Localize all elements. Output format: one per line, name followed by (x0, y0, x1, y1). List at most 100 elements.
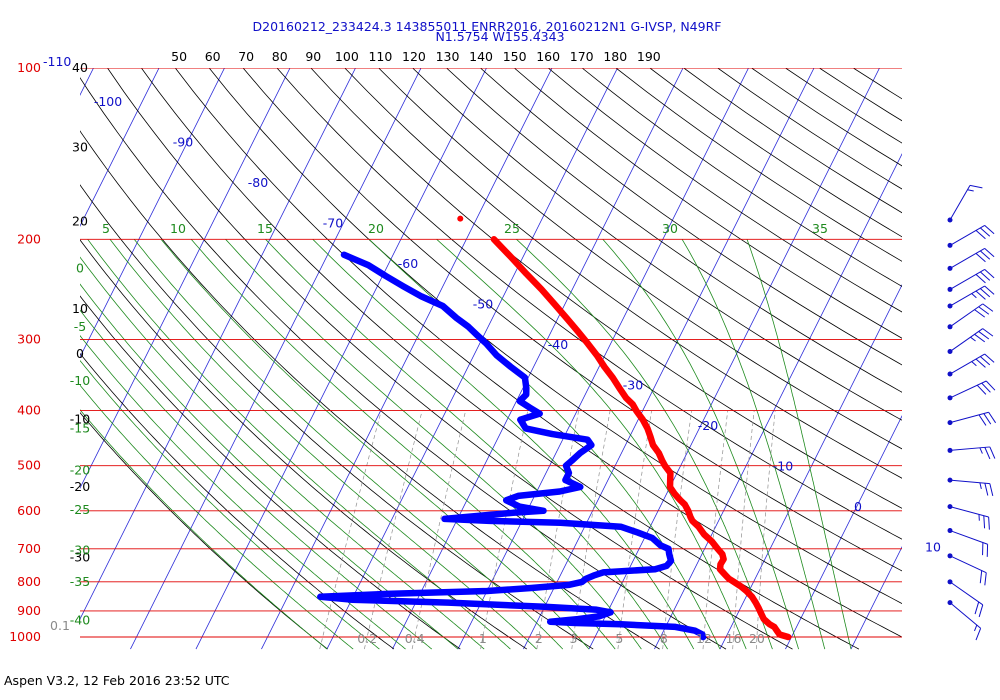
dry-adiabat-line (242, 68, 902, 572)
dry-adiabat-line (107, 68, 793, 650)
theta-e-label: -30 (70, 543, 90, 558)
dry-adiabat-line (141, 68, 860, 650)
theta-e-label: -15 (70, 420, 90, 435)
potential-temp-label: 90 (305, 49, 321, 64)
dewpoint-profile (317, 251, 707, 641)
isotherm-label: -70 (323, 216, 343, 231)
dry-adiabat-line (853, 68, 902, 100)
wind-barb (947, 528, 989, 557)
isotherm-line (654, 153, 902, 650)
height-label: 30 (72, 140, 88, 155)
isotherm-line (261, 68, 553, 650)
pressure-label: 400 (17, 403, 41, 418)
dry-adiabat-line (785, 68, 902, 144)
dry-adiabat-line (276, 68, 902, 540)
isotherm-label: 0 (854, 499, 862, 514)
isotherm-line (80, 68, 356, 620)
dry-adiabat-line (80, 239, 528, 650)
moist-adiabat-line (312, 239, 695, 650)
theta-e-label: 25 (504, 221, 520, 236)
dry-adiabat-line (480, 68, 902, 366)
wind-barb (947, 477, 994, 497)
theta-e-label: -40 (70, 612, 90, 627)
moist-adiabat-line (681, 239, 826, 650)
moist-adiabat-line (80, 283, 459, 650)
mixing-ratio-label: 12 (696, 631, 712, 646)
pressure-label: 700 (17, 541, 41, 556)
isotherm-label: 10 (925, 540, 941, 555)
theta-e-label: -5 (74, 319, 86, 334)
height-label: -30 (70, 550, 90, 565)
theta-e-label: 10 (170, 221, 186, 236)
wind-barb (947, 579, 984, 618)
mixing-ratio-label: 20 (749, 631, 765, 646)
moist-adiabat-line (80, 359, 380, 650)
wind-barb (947, 600, 982, 641)
wind-barb (947, 446, 996, 460)
height-label: 20 (72, 213, 88, 228)
mixing-ratio-label: 0.1 (50, 618, 70, 633)
moist-adiabat-line (80, 335, 406, 650)
moist-adiabat-line (80, 256, 485, 650)
wind-barb (947, 224, 995, 248)
wind-barb (947, 247, 995, 271)
theta-e-label: 5 (102, 221, 110, 236)
theta-e-label: -20 (70, 463, 90, 478)
top-isotherm-label: -110 (43, 54, 71, 69)
isotherm-line (80, 68, 94, 96)
potential-temp-label: 170 (570, 49, 594, 64)
potential-temp-label: 190 (637, 49, 661, 64)
dry-adiabat-line (378, 68, 902, 450)
theta-e-label: -35 (70, 574, 90, 589)
height-label: -10 (70, 412, 90, 427)
isotherm-line (785, 415, 902, 650)
mixing-ratio-line (536, 410, 580, 650)
height-label: 10 (72, 301, 88, 316)
dry-adiabat-line (80, 412, 328, 650)
isotherm-label: -80 (248, 175, 268, 190)
theta-e-label: -10 (70, 373, 90, 388)
wind-barb (947, 553, 987, 586)
wind-barb (947, 285, 995, 309)
potential-temp-label: 140 (469, 49, 493, 64)
mixing-ratio-label: 1 (479, 631, 487, 646)
isotherm-line (719, 284, 902, 650)
moist-adiabat-line (87, 239, 511, 650)
wind-barbs (947, 184, 997, 641)
potential-temp-label: 80 (272, 49, 288, 64)
dry-adiabat-line (412, 68, 902, 421)
pressure-label: 600 (17, 503, 41, 518)
isotherm-label: -30 (623, 378, 643, 393)
isotherm-label: -20 (698, 418, 718, 433)
potential-temp-label: 50 (171, 49, 187, 64)
isotherm-line (80, 68, 160, 227)
isotherm-label: -60 (398, 256, 418, 271)
isotherm-label: -10 (773, 459, 793, 474)
grid-lines (80, 68, 902, 650)
pressure-label: 900 (17, 603, 41, 618)
mixing-ratio-line (617, 410, 652, 650)
moist-adiabat-line (746, 239, 852, 650)
height-label: 0 (76, 346, 84, 361)
dry-adiabat-line (683, 68, 902, 214)
pressure-label: 1000 (9, 629, 41, 644)
potential-temp-label: 110 (368, 49, 392, 64)
mixing-ratio-label: 5 (615, 631, 623, 646)
wind-barb (947, 504, 990, 530)
pressure-label: 300 (17, 331, 41, 346)
potential-temp-label: 100 (335, 49, 359, 64)
potential-temp-label: 150 (503, 49, 527, 64)
isotherm-label: -40 (548, 337, 568, 352)
mixing-ratio-line (319, 410, 382, 650)
isotherm-line (588, 68, 880, 650)
isotherm-label: -50 (473, 297, 493, 312)
wind-barb (947, 328, 994, 355)
mixing-ratio-label: 2 (535, 631, 543, 646)
pressure-label: 500 (17, 458, 41, 473)
isotherm-line (457, 68, 749, 650)
potential-temp-label: 60 (205, 49, 221, 64)
mixing-ratio-line (732, 410, 755, 650)
moist-adiabat-line (265, 239, 668, 650)
